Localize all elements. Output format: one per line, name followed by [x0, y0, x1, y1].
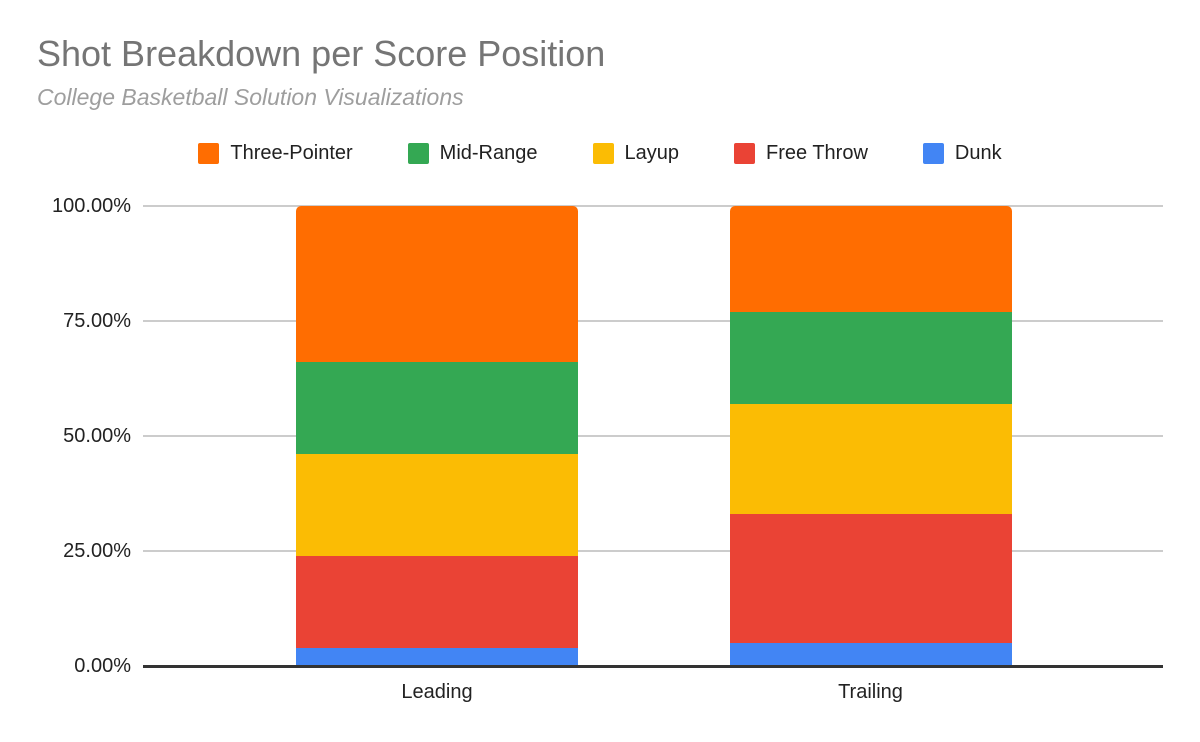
- x-label-trailing: Trailing: [838, 681, 903, 703]
- bar-leading-segment-dunk[interactable]: [296, 647, 578, 666]
- legend-label: Three-Pointer: [230, 142, 353, 164]
- bar-leading-segment-three-pointer[interactable]: [296, 206, 578, 363]
- y-tick-label-0: 0.00%: [74, 655, 131, 677]
- gridline-75: [143, 320, 1163, 322]
- legend-swatch-free-throw: [734, 143, 755, 164]
- x-label-leading: Leading: [401, 681, 473, 703]
- legend-label: Free Throw: [766, 142, 868, 164]
- legend-swatch-dunk: [922, 143, 944, 164]
- y-tick-label-50: 50.00%: [63, 425, 131, 447]
- legend-swatch-mid-range: [407, 143, 429, 164]
- x-axis-line: [143, 665, 1163, 668]
- legend-item-dunk[interactable]: Dunk: [922, 142, 1002, 165]
- bar-trailing-segment-free-throw[interactable]: [729, 514, 1012, 643]
- bar-leading: Leading: [296, 206, 578, 703]
- legend-swatch-layup: [592, 143, 614, 164]
- chart-subtitle: College Basketball Solution Visualizatio…: [37, 84, 464, 110]
- legend-item-three-pointer[interactable]: Three-Pointer: [198, 142, 353, 165]
- bar-leading-segment-mid-range[interactable]: [296, 362, 578, 455]
- bar-trailing-segment-mid-range[interactable]: [729, 311, 1012, 404]
- legend-item-layup[interactable]: Layup: [592, 142, 680, 165]
- bar-leading-segment-free-throw[interactable]: [296, 555, 578, 648]
- bar-trailing-segment-three-pointer[interactable]: [729, 206, 1012, 312]
- bar-trailing-segment-dunk[interactable]: [729, 643, 1012, 666]
- plot-area: 100.00% 75.00% 50.00% 25.00% 0.00% Leading Tra…: [52, 195, 1163, 703]
- legend-item-free-throw[interactable]: Free Throw: [734, 142, 868, 165]
- bar-trailing: Trailing: [729, 206, 1012, 703]
- legend-label: Layup: [624, 142, 680, 164]
- y-tick-label-100: 100.00%: [52, 195, 131, 217]
- legend-label: Mid-Range: [439, 142, 538, 164]
- chart-title: Shot Breakdown per Score Position: [37, 33, 606, 74]
- legend-label: Dunk: [954, 142, 1002, 164]
- legend: Three-Pointer Mid-Range Layup Free Throw Dun…: [0, 142, 1200, 165]
- bar-trailing-segment-layup[interactable]: [729, 403, 1012, 515]
- gridline-25: [143, 550, 1163, 552]
- legend-swatch-three-pointer: [198, 143, 220, 164]
- gridline-100: [143, 205, 1163, 207]
- bar-leading-segment-layup[interactable]: [296, 454, 578, 556]
- y-tick-label-25: 25.00%: [63, 540, 131, 562]
- legend-item-mid-range[interactable]: Mid-Range: [407, 142, 538, 165]
- y-tick-label-75: 75.00%: [63, 310, 131, 332]
- gridline-50: [143, 435, 1163, 437]
